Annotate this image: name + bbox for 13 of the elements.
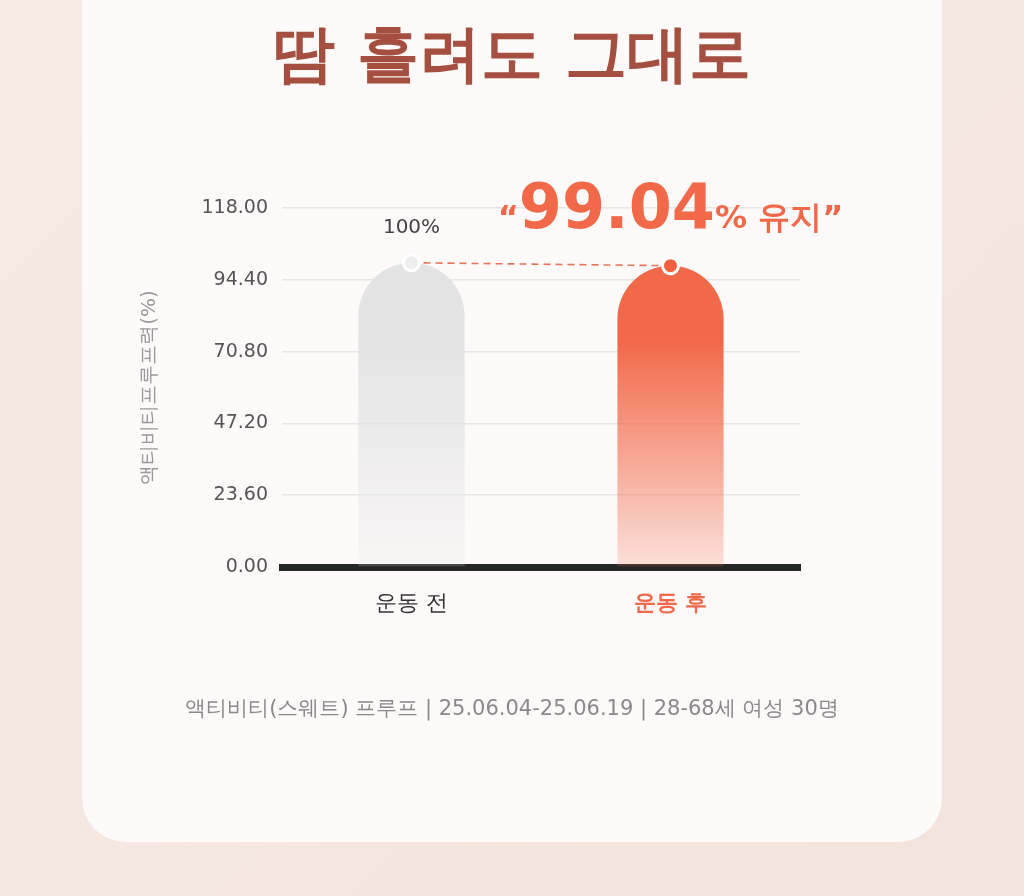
data-label: 100% — [382, 213, 441, 238]
y-tick-label: 47.20 — [213, 410, 268, 433]
y-tick-label: 94.40 — [213, 266, 268, 289]
chart-title: 땀 흘려도 그대로 — [272, 16, 752, 92]
x-tick-label: 운동 전 — [375, 589, 448, 615]
y-axis-title: 액티비티프루프력(%) — [136, 290, 161, 485]
y-tick-label: 118.00 — [201, 194, 268, 217]
y-tick-label: 23.60 — [213, 482, 268, 505]
text: 액티비티(스웨트) 프루프 | 25.06.04-25.06.19 | 28-68세 여성 30명 — [184, 695, 840, 723]
annotation: “99.04% 유지” — [497, 169, 844, 243]
x-tick-label: 운동 후 — [633, 589, 708, 615]
y-tick-label: 70.80 — [213, 338, 268, 361]
y-tick-label: 0.00 — [225, 553, 268, 576]
